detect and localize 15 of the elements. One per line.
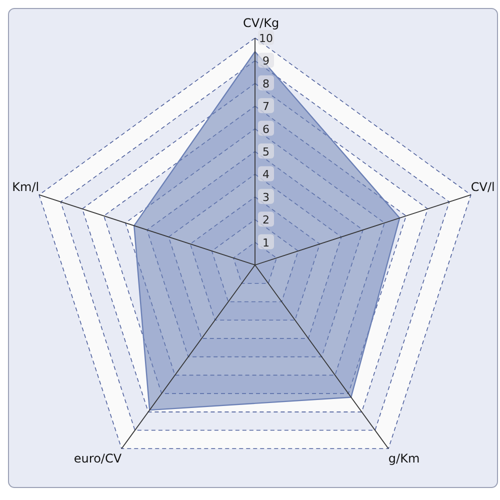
y-tick-label: 4 (262, 168, 270, 182)
y-tick-label: 2 (262, 214, 270, 227)
spoke-label: CV/l (470, 180, 495, 194)
y-tick-label: 1 (262, 236, 270, 250)
spoke-label: Km/l (12, 180, 40, 194)
y-tick-label: 10 (259, 32, 273, 45)
y-tick-label: 5 (262, 146, 270, 158)
spoke-label: CV/Kg (242, 16, 280, 30)
spoke-label: euro/CV (74, 452, 122, 466)
y-tick-label: 3 (262, 190, 270, 204)
y-tick-label: 8 (262, 77, 270, 90)
y-tick-label: 7 (262, 100, 270, 114)
spoke-label: g/Km (388, 452, 420, 466)
y-tick-label: 6 (262, 122, 270, 136)
y-tick-label: 9 (262, 54, 270, 68)
